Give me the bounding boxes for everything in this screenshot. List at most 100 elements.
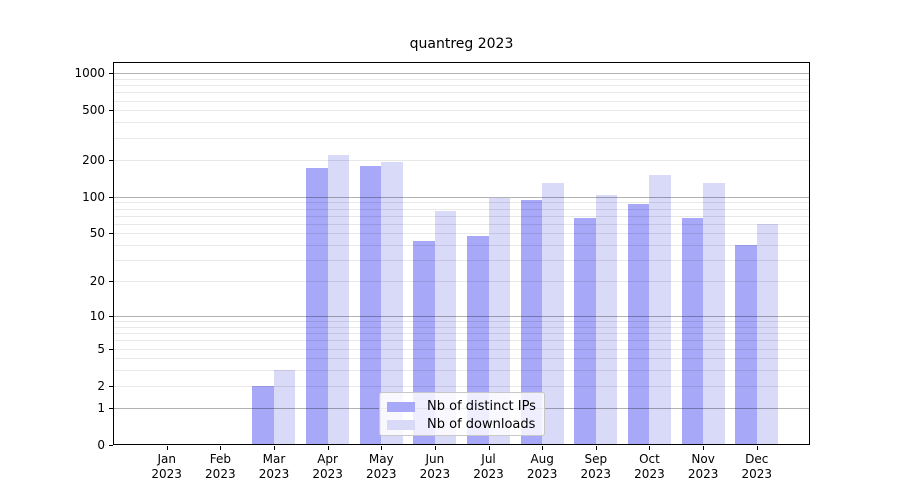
y-tick-label: 0 bbox=[97, 438, 105, 452]
x-tick bbox=[327, 446, 329, 450]
x-tick-year: 2023 bbox=[526, 467, 558, 481]
gridline-minor bbox=[114, 208, 810, 210]
gridline-minor bbox=[114, 370, 810, 372]
gridline-minor bbox=[114, 100, 810, 102]
bar-nb-of-distinct-ips-apr bbox=[306, 168, 328, 445]
x-tick-label: Dec 2023 bbox=[729, 452, 785, 482]
y-tick-label: 2 bbox=[97, 378, 105, 393]
bar-nb-of-distinct-ips-aug bbox=[520, 199, 543, 445]
x-tick-month: Dec bbox=[745, 452, 769, 466]
y-tick bbox=[109, 110, 113, 112]
x-tick bbox=[542, 446, 544, 450]
gridline-minor bbox=[114, 321, 810, 323]
x-tick-month: Jul bbox=[481, 452, 496, 466]
y-tick-label: 1 bbox=[97, 400, 105, 415]
x-tick-label: Mar 2023 bbox=[246, 452, 302, 482]
x-tick-year: 2023 bbox=[312, 467, 343, 481]
y-tick bbox=[109, 281, 113, 283]
y-tick bbox=[109, 73, 113, 75]
x-tick bbox=[756, 446, 758, 450]
x-tick-label: Feb 2023 bbox=[192, 452, 248, 482]
x-tick-year: 2023 bbox=[580, 467, 612, 481]
x-tick-month: Jun bbox=[425, 452, 445, 466]
bar-nb-of-distinct-ips-mar bbox=[252, 385, 274, 445]
y-tick-label: 100 bbox=[82, 189, 105, 204]
x-tick bbox=[703, 446, 705, 450]
y-tick bbox=[109, 407, 113, 409]
bar-nb-of-downloads-sep bbox=[595, 195, 618, 445]
bar-nb-of-downloads-nov bbox=[703, 183, 725, 445]
legend-label-distinct-ips: Nb of distinct IPs bbox=[427, 399, 536, 414]
gridline-minor bbox=[114, 281, 810, 283]
legend-swatch-downloads bbox=[387, 419, 415, 430]
bar-nb-of-downloads-oct bbox=[649, 175, 671, 445]
y-tick-label: 500 bbox=[82, 103, 105, 118]
gridline-decade bbox=[114, 196, 810, 198]
y-tick bbox=[109, 196, 113, 198]
bar-nb-of-downloads-dec bbox=[756, 223, 779, 445]
x-tick-label: Nov 2023 bbox=[675, 452, 731, 482]
bar-nb-of-distinct-ips-sep bbox=[574, 217, 596, 445]
x-tick bbox=[488, 446, 490, 450]
x-tick bbox=[595, 446, 597, 450]
legend-label-downloads: Nb of downloads bbox=[427, 417, 536, 432]
x-tick-year: 2023 bbox=[687, 467, 719, 481]
gridline-minor bbox=[114, 85, 810, 87]
y-tick bbox=[109, 445, 113, 446]
y-tick-label: 50 bbox=[89, 226, 105, 241]
gridline-minor bbox=[114, 348, 810, 350]
gridline-minor bbox=[114, 260, 810, 262]
x-tick bbox=[166, 446, 168, 450]
bar-nb-of-downloads-aug bbox=[542, 182, 564, 445]
legend-item-downloads: Nb of downloads bbox=[387, 416, 538, 433]
gridline-minor bbox=[114, 358, 810, 360]
y-tick bbox=[109, 315, 113, 317]
x-tick-year: 2023 bbox=[741, 467, 772, 481]
x-tick-label: Jul 2023 bbox=[461, 452, 517, 482]
x-tick-year: 2023 bbox=[205, 467, 236, 481]
gridline-minor bbox=[114, 233, 810, 235]
y-tick bbox=[109, 159, 113, 161]
x-tick-label: Aug 2023 bbox=[514, 452, 570, 482]
bar-nb-of-distinct-ips-dec bbox=[735, 245, 757, 445]
x-tick-year: 2023 bbox=[258, 467, 290, 481]
x-tick-month: Mar bbox=[262, 452, 286, 466]
gridline-minor bbox=[114, 202, 810, 204]
x-tick-label: Jun 2023 bbox=[407, 452, 463, 482]
chart-title: quantreg 2023 bbox=[409, 36, 514, 52]
x-tick-month: Feb bbox=[209, 452, 231, 466]
x-tick bbox=[220, 446, 222, 450]
x-tick bbox=[434, 446, 436, 450]
x-tick-month: Oct bbox=[639, 452, 660, 466]
y-tick bbox=[109, 348, 113, 350]
y-tick-label: 200 bbox=[82, 152, 105, 167]
x-tick-label: May 2023 bbox=[353, 452, 409, 482]
bar-nb-of-downloads-jun bbox=[434, 211, 457, 445]
x-tick-month: Nov bbox=[691, 452, 715, 466]
gridline-decade bbox=[114, 73, 810, 75]
x-tick-month: Apr bbox=[317, 452, 338, 466]
x-tick-month: May bbox=[368, 452, 394, 466]
x-tick-label: Apr 2023 bbox=[300, 452, 356, 482]
x-tick-year: 2023 bbox=[365, 467, 397, 481]
bar-nb-of-downloads-mar bbox=[273, 370, 296, 445]
gridline-minor bbox=[114, 326, 810, 328]
bar-nb-of-downloads-may bbox=[381, 162, 403, 445]
x-tick-month: Aug bbox=[530, 452, 554, 466]
bar-nb-of-distinct-ips-oct bbox=[627, 204, 650, 445]
gridline-minor bbox=[114, 223, 810, 225]
legend: Nb of distinct IPs Nb of downloads bbox=[379, 392, 545, 436]
x-tick-month: Jan bbox=[157, 452, 176, 466]
gridline-minor bbox=[114, 159, 810, 161]
y-tick-label: 5 bbox=[97, 341, 105, 356]
x-tick-year: 2023 bbox=[151, 467, 182, 481]
y-tick bbox=[109, 233, 113, 235]
gridline-minor bbox=[114, 137, 810, 139]
legend-item-distinct-ips: Nb of distinct IPs bbox=[387, 398, 538, 415]
bar-nb-of-downloads-apr bbox=[327, 154, 350, 445]
y-tick-label: 20 bbox=[89, 274, 105, 289]
gridline-minor bbox=[114, 245, 810, 247]
